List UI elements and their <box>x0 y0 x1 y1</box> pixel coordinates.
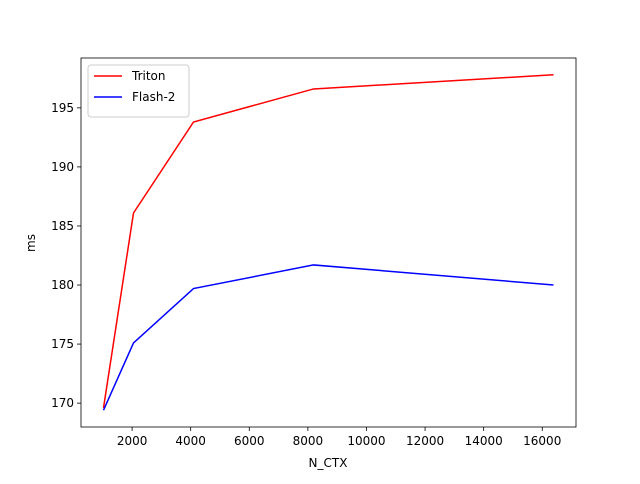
legend-label: Triton <box>131 69 166 83</box>
x-axis-label: N_CTX <box>309 456 348 470</box>
y-tick-label: 185 <box>51 219 74 233</box>
axes-frame <box>80 57 577 428</box>
x-tick-label: 4000 <box>175 434 206 448</box>
x-tick-label: 10000 <box>347 434 385 448</box>
y-tick-label: 195 <box>51 101 74 115</box>
legend-label: Flash-2 <box>132 90 175 104</box>
y-tick-label: 180 <box>51 278 74 292</box>
y-tick-label: 175 <box>51 337 74 351</box>
x-tick-label: 2000 <box>117 434 148 448</box>
line <box>102 264 554 411</box>
y-tick-label: 170 <box>51 396 74 410</box>
y-tick-label: 190 <box>51 160 74 174</box>
x-tick-label: 8000 <box>293 434 324 448</box>
y-axis-label: ms <box>24 234 38 252</box>
line <box>102 74 554 408</box>
x-tick-label: 16000 <box>523 434 561 448</box>
x-tick-label: 14000 <box>465 434 503 448</box>
legend-box <box>87 64 190 118</box>
x-tick-label: 6000 <box>234 434 265 448</box>
x-tick-label: 12000 <box>406 434 444 448</box>
